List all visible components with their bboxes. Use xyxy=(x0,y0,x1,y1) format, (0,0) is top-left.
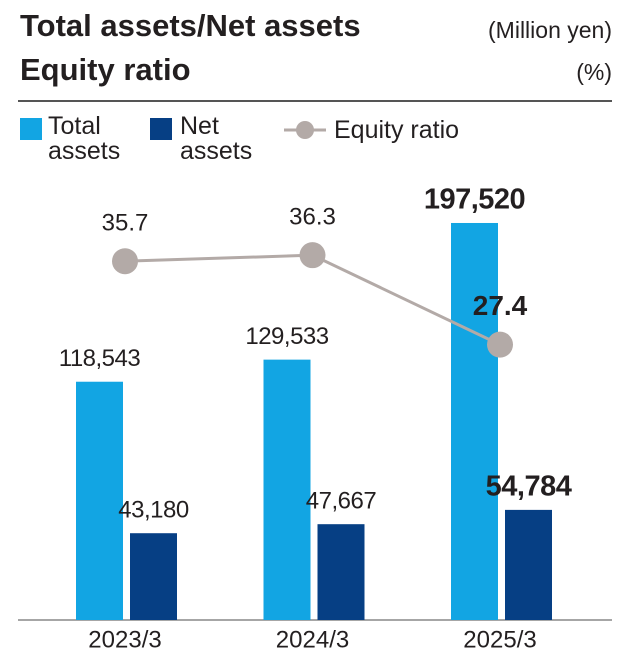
legend-label: Equity ratio xyxy=(334,116,460,144)
equity-point xyxy=(112,248,138,275)
legend-swatch xyxy=(20,118,42,140)
bar xyxy=(451,222,498,620)
title-unit: (Million yen) xyxy=(488,17,612,43)
bar xyxy=(263,359,311,620)
x-tick-label: 2023/3 xyxy=(88,626,161,653)
equity-point xyxy=(299,242,326,269)
x-tick-label: 2024/3 xyxy=(276,626,349,653)
bar xyxy=(76,381,123,620)
data-label: 197,520 xyxy=(424,184,525,216)
equity-point xyxy=(487,331,513,358)
chart-title: Total assets/Net assets xyxy=(20,8,361,43)
legend-marker xyxy=(296,121,314,139)
bar xyxy=(317,524,365,620)
bar xyxy=(505,509,552,620)
legend-swatch xyxy=(150,118,172,140)
subtitle-unit: (%) xyxy=(576,59,612,85)
legend-label: Net assets xyxy=(180,112,253,165)
data-label: 35.7 xyxy=(102,210,149,237)
data-label: 129,533 xyxy=(245,323,328,350)
data-label: 54,784 xyxy=(486,471,572,503)
data-label: 36.3 xyxy=(289,204,336,231)
data-label: 118,543 xyxy=(59,345,141,372)
legend-label: Total assets xyxy=(48,112,121,165)
bar xyxy=(130,533,177,620)
data-label: 27.4 xyxy=(473,290,528,321)
data-label: 43,180 xyxy=(118,497,189,524)
data-label: 47,667 xyxy=(306,488,377,515)
chart-subtitle: Equity ratio xyxy=(20,52,191,87)
x-tick-label: 2025/3 xyxy=(463,626,536,653)
